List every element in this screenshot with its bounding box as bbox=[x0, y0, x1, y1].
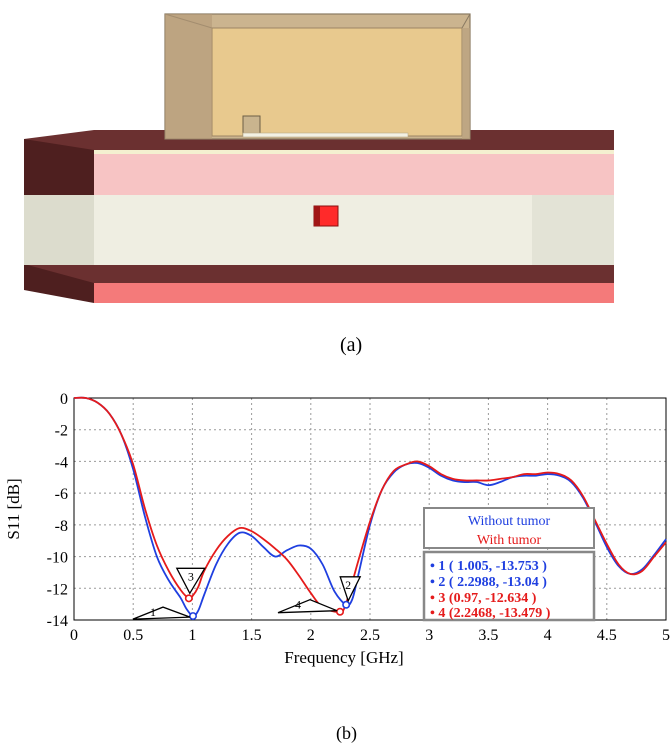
y-tick-label: -2 bbox=[55, 423, 68, 440]
antenna-box-left-face bbox=[165, 14, 212, 139]
marker-flag-label-4: 4 bbox=[295, 598, 301, 612]
legend-box bbox=[423, 507, 595, 549]
x-axis-label: Frequency [GHz] bbox=[284, 648, 403, 667]
x-tick-label: 3 bbox=[425, 627, 433, 644]
y-tick-label: -6 bbox=[55, 486, 68, 503]
x-tick-label: 3.5 bbox=[478, 627, 498, 644]
x-tick-label: 0 bbox=[70, 627, 78, 644]
antenna-box-right-face bbox=[462, 28, 470, 139]
plot-area-frame bbox=[73, 397, 667, 621]
y-tick-label: -10 bbox=[47, 550, 68, 567]
tumor-shadow bbox=[314, 206, 320, 226]
top-layer-side bbox=[24, 139, 94, 195]
y-tick-label: -14 bbox=[47, 613, 68, 630]
series-line-with-tumor bbox=[73, 396, 667, 613]
marker-point-4 bbox=[336, 607, 345, 616]
x-tick-label: 5 bbox=[662, 627, 670, 644]
marker-readout-3: • 3 (0.97, -12.634 ) bbox=[430, 591, 537, 606]
marker-point-3 bbox=[184, 594, 193, 603]
bottom-layer-front bbox=[94, 283, 614, 303]
marker-flag-1 bbox=[132, 606, 191, 620]
marker-flag-2 bbox=[339, 576, 362, 603]
x-tick-label: 4.5 bbox=[597, 627, 617, 644]
top-layer-edge bbox=[94, 150, 614, 154]
bottom-layer-side bbox=[24, 264, 94, 303]
series-lines bbox=[73, 396, 667, 617]
caption-b: (b) bbox=[336, 723, 357, 743]
marker-flag-label-2: 2 bbox=[345, 578, 351, 592]
bottom-layer-top-face bbox=[24, 262, 614, 284]
marker-readout-box bbox=[422, 550, 596, 622]
marker-flag-label-1: 1 bbox=[150, 605, 156, 619]
marker-flags: 1 2 3 4 bbox=[132, 567, 362, 620]
axis-ticks: 0 0.5 1 1.5 2 2.5 3 3.5 4 4.5 5 0 -2 -4 -6 -8 -10 -12 -14 bbox=[47, 391, 670, 644]
antenna-model-illustration bbox=[24, 13, 614, 303]
x-tick-label: 2 bbox=[307, 627, 315, 644]
marker-point-2 bbox=[342, 600, 351, 609]
marker-points bbox=[184, 594, 351, 621]
x-tick-label: 4 bbox=[544, 627, 552, 644]
marker-flag-3 bbox=[175, 567, 206, 595]
x-tick-label: 1.5 bbox=[242, 627, 262, 644]
antenna-box-edge bbox=[461, 13, 471, 29]
marker-readout-2: • 2 ( 2.2988, -13.04 ) bbox=[430, 575, 547, 590]
y-tick-label: -12 bbox=[47, 581, 68, 598]
marker-point-1 bbox=[188, 612, 197, 621]
y-tick-label: -4 bbox=[55, 454, 68, 471]
x-tick-label: 2.5 bbox=[360, 627, 380, 644]
top-layer-front bbox=[94, 150, 614, 195]
middle-layer-shade-left bbox=[24, 195, 94, 265]
legend-entry-with-tumor: With tumor bbox=[477, 533, 542, 548]
caption-a: (a) bbox=[340, 334, 363, 356]
marker-readout-4: • 4 (2.2468, -13.479 ) bbox=[430, 606, 551, 621]
x-tick-label: 1 bbox=[188, 627, 196, 644]
series-line-without-tumor bbox=[73, 396, 667, 617]
y-axis-label: S11 [dB] bbox=[4, 478, 23, 539]
middle-layer-shade-right bbox=[532, 195, 614, 265]
y-tick-label: 0 bbox=[60, 391, 68, 408]
legend-entry-without-tumor: Without tumor bbox=[468, 514, 551, 529]
marker-flag-label-3: 3 bbox=[188, 569, 194, 583]
marker-readout-1: • 1 ( 1.005, -13.753 ) bbox=[430, 559, 547, 574]
x-tick-label: 0.5 bbox=[123, 627, 143, 644]
marker-flag-4 bbox=[277, 598, 338, 614]
patch-strip bbox=[242, 132, 409, 138]
y-tick-label: -8 bbox=[55, 518, 68, 535]
